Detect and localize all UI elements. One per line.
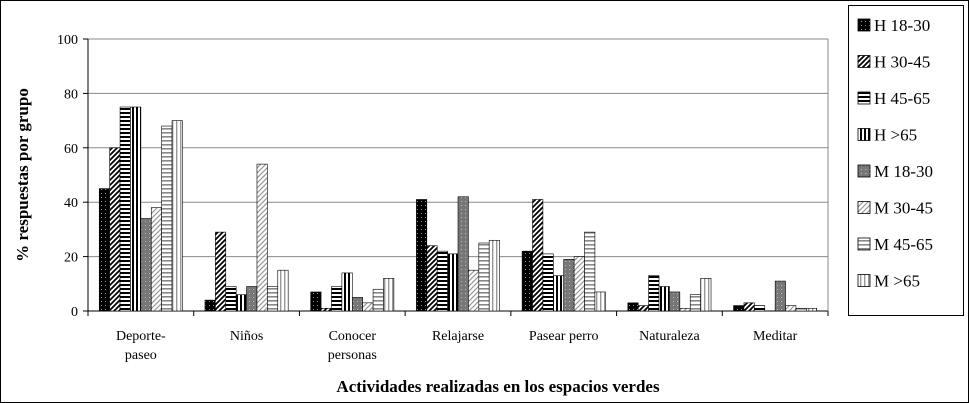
bar [383, 278, 395, 312]
bar [648, 275, 660, 312]
bar [563, 259, 575, 312]
y-tick-label: 60 [64, 142, 78, 157]
bar [795, 307, 807, 312]
x-tick-label: Conocer personas [328, 329, 377, 363]
bar [341, 272, 353, 312]
legend-swatch [857, 128, 871, 141]
y-tick-label: 20 [64, 251, 78, 266]
bar [109, 147, 121, 312]
x-axis-label: Actividades realizadas en los espacios v… [336, 377, 660, 396]
y-tick-label: 100 [57, 33, 78, 48]
bar [478, 242, 490, 312]
bar [140, 218, 152, 312]
bar [806, 307, 818, 312]
bar [743, 302, 755, 312]
bar [119, 106, 131, 312]
x-tick-label: Niños [230, 329, 263, 344]
bar [785, 305, 797, 312]
bar [256, 163, 268, 312]
bar [362, 302, 374, 312]
legend-label: M >65 [874, 272, 920, 291]
bar [310, 291, 322, 312]
bar [98, 188, 110, 312]
bar [215, 231, 227, 312]
x-tick-label: Pasear perro [529, 329, 599, 344]
bar [669, 291, 681, 312]
bar [150, 207, 162, 312]
bar [246, 286, 258, 312]
y-tick-label: 40 [64, 196, 78, 211]
bar [733, 305, 745, 312]
y-axis-label: % respuestas por grupo [13, 88, 32, 262]
bar [235, 294, 247, 312]
bar [488, 239, 500, 312]
bar [351, 297, 363, 312]
bar [130, 106, 142, 312]
bar [637, 305, 649, 312]
bar [627, 302, 639, 312]
legend-swatch [857, 237, 871, 251]
x-tick-label: Relajarse [432, 329, 484, 344]
bar [573, 256, 585, 312]
bar [584, 231, 596, 312]
bar [457, 196, 469, 312]
legend-label: M 18-30 [874, 162, 933, 181]
legend-swatch [857, 164, 871, 178]
x-tick-label: Meditar [753, 329, 798, 344]
bar [320, 307, 332, 312]
legend-swatch [857, 201, 871, 214]
legend-swatch [857, 18, 871, 32]
bar [679, 307, 691, 312]
bar [331, 286, 343, 312]
legend-swatch [857, 91, 871, 105]
legend-label: H 18-30 [874, 16, 930, 35]
bar [594, 291, 606, 312]
bar [689, 294, 701, 312]
legend-label: M 30-45 [874, 199, 933, 218]
bar [700, 278, 712, 312]
bar [416, 199, 428, 312]
bar [447, 253, 459, 312]
bar [521, 250, 533, 312]
x-tick-label: Naturaleza [639, 329, 700, 344]
legend-label: M 45-65 [874, 235, 933, 254]
bar [171, 120, 183, 312]
legend-label: H 30-45 [874, 53, 930, 72]
legend-swatch [857, 55, 871, 68]
bar [774, 280, 786, 312]
bar [468, 269, 480, 312]
bar [372, 288, 384, 312]
bar [161, 125, 173, 312]
y-tick-label: 0 [71, 305, 78, 320]
bar [204, 299, 216, 312]
bar [754, 305, 766, 312]
bar [426, 245, 438, 312]
y-tick-label: 80 [64, 87, 78, 102]
bar [436, 250, 448, 312]
legend-label: H 45-65 [874, 89, 930, 108]
legend-label: H >65 [874, 126, 917, 145]
x-tick-label: Deporte-paseo [116, 329, 166, 363]
legend-swatch [857, 274, 871, 287]
bar [542, 253, 554, 312]
bar [553, 275, 565, 312]
bar [267, 286, 279, 312]
bar [225, 286, 237, 312]
bar [532, 199, 544, 312]
bar [658, 286, 670, 312]
bar [277, 269, 289, 312]
